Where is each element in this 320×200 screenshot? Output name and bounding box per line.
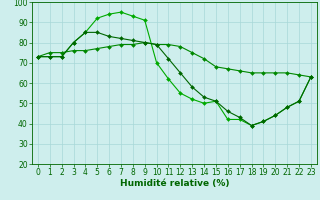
X-axis label: Humidité relative (%): Humidité relative (%) [120, 179, 229, 188]
